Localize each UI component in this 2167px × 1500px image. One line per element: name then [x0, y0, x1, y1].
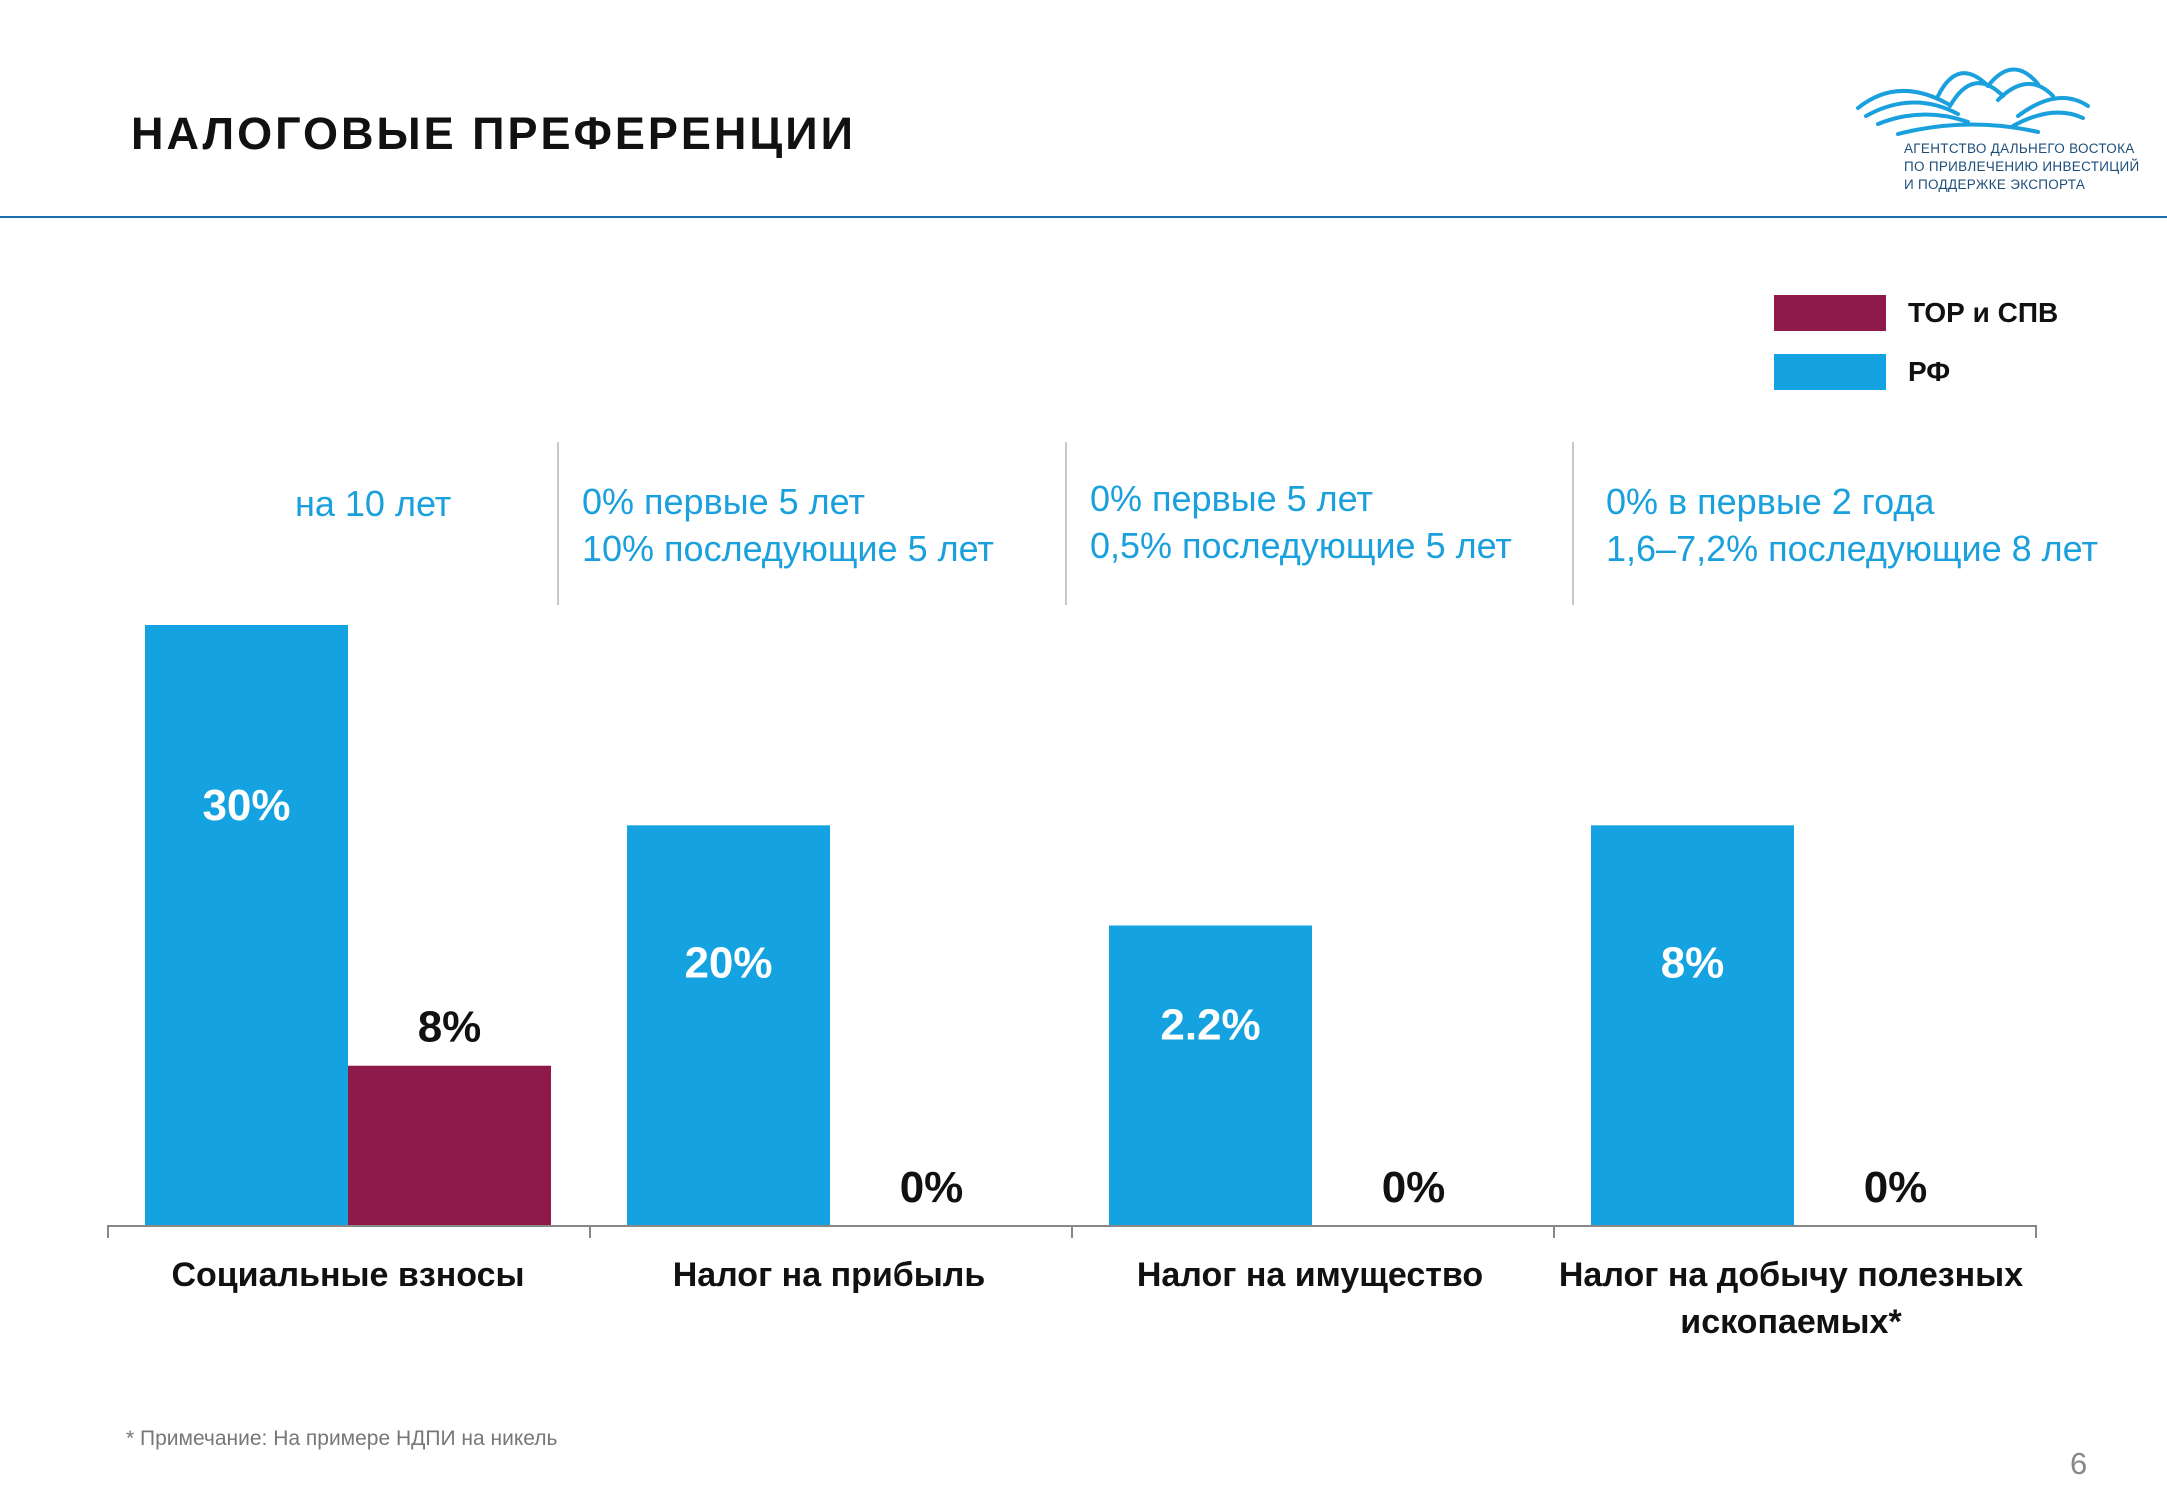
note-separator	[1572, 442, 1574, 605]
note-social: на 10 лет	[295, 480, 451, 527]
bar-rf	[145, 625, 348, 1226]
note-line: 0% первые 5 лет	[1090, 478, 1373, 519]
page-number: 6	[2070, 1446, 2088, 1481]
note-line: 0,5% последующие 5 лет	[1090, 525, 1512, 566]
logo-line: И ПОДДЕРЖКЕ ЭКСПОРТА	[1904, 177, 2086, 192]
data-label: 30%	[202, 781, 290, 830]
data-label: 8%	[418, 1003, 482, 1052]
note-property: 0% первые 5 лет 0,5% последующие 5 лет	[1090, 475, 1512, 569]
bar-tor	[348, 1065, 551, 1226]
note-separator	[557, 442, 559, 605]
bar-rf	[1109, 925, 1312, 1226]
note-line: 0% первые 5 лет	[582, 481, 865, 522]
data-label: 0%	[900, 1163, 964, 1212]
footnote: * Примечание: На примере НДПИ на никель	[126, 1427, 558, 1450]
note-line: 1,6–7,2% последующие 8 лет	[1606, 528, 2098, 569]
data-label: 0%	[1864, 1163, 1928, 1212]
legend-label: РФ	[1908, 356, 1951, 387]
bar-rf	[1591, 825, 1794, 1226]
category-label-property: Налог на имущество	[1075, 1252, 1545, 1299]
note-mineral: 0% в первые 2 года 1,6–7,2% последующие …	[1606, 478, 2098, 572]
category-line: Налог на прибыль	[672, 1256, 986, 1294]
logo-line: АГЕНТСТВО ДАЛЬНЕГО ВОСТОКА	[1904, 141, 2135, 156]
note-separator	[1065, 442, 1067, 605]
note-line: на 10 лет	[295, 483, 452, 524]
data-label: 0%	[1382, 1163, 1446, 1212]
note-line: 0% в первые 2 года	[1606, 481, 1935, 522]
page-title: НАЛОГОВЫЕ ПРЕФЕРЕНЦИИ	[131, 108, 856, 159]
category-label-profit: Налог на прибыль	[594, 1252, 1064, 1299]
category-label-social: Социальные взносы	[113, 1252, 583, 1299]
category-line: ископаемых*	[1680, 1303, 1902, 1341]
category-label-mineral: Налог на добычу полезных ископаемых*	[1556, 1252, 2026, 1346]
data-label: 2.2%	[1160, 1001, 1260, 1050]
note-profit: 0% первые 5 лет 10% последующие 5 лет	[582, 478, 994, 572]
category-line: Социальные взносы	[171, 1256, 525, 1294]
header-divider	[0, 216, 2167, 218]
category-line: Налог на добычу полезных	[1558, 1256, 2024, 1294]
legend-swatch	[1774, 354, 1886, 390]
legend-item-rf: РФ	[1774, 354, 1950, 390]
data-label: 20%	[684, 939, 772, 988]
data-label: 8%	[1661, 939, 1725, 988]
logo-text: АГЕНТСТВО ДАЛЬНЕГО ВОСТОКА ПО ПРИВЛЕЧЕНИ…	[1904, 140, 2140, 194]
logo-line: ПО ПРИВЛЕЧЕНИЮ ИНВЕСТИЦИЙ	[1904, 159, 2140, 174]
legend-label: ТОР и СПВ	[1908, 297, 2059, 328]
note-line: 10% последующие 5 лет	[582, 528, 994, 569]
category-line: Налог на имущество	[1136, 1256, 1484, 1294]
lotus-logo-icon	[1856, 67, 2090, 136]
legend-swatch	[1774, 295, 1886, 331]
bar-rf	[627, 825, 830, 1226]
legend-item-tor: ТОР и СПВ	[1774, 295, 2058, 331]
